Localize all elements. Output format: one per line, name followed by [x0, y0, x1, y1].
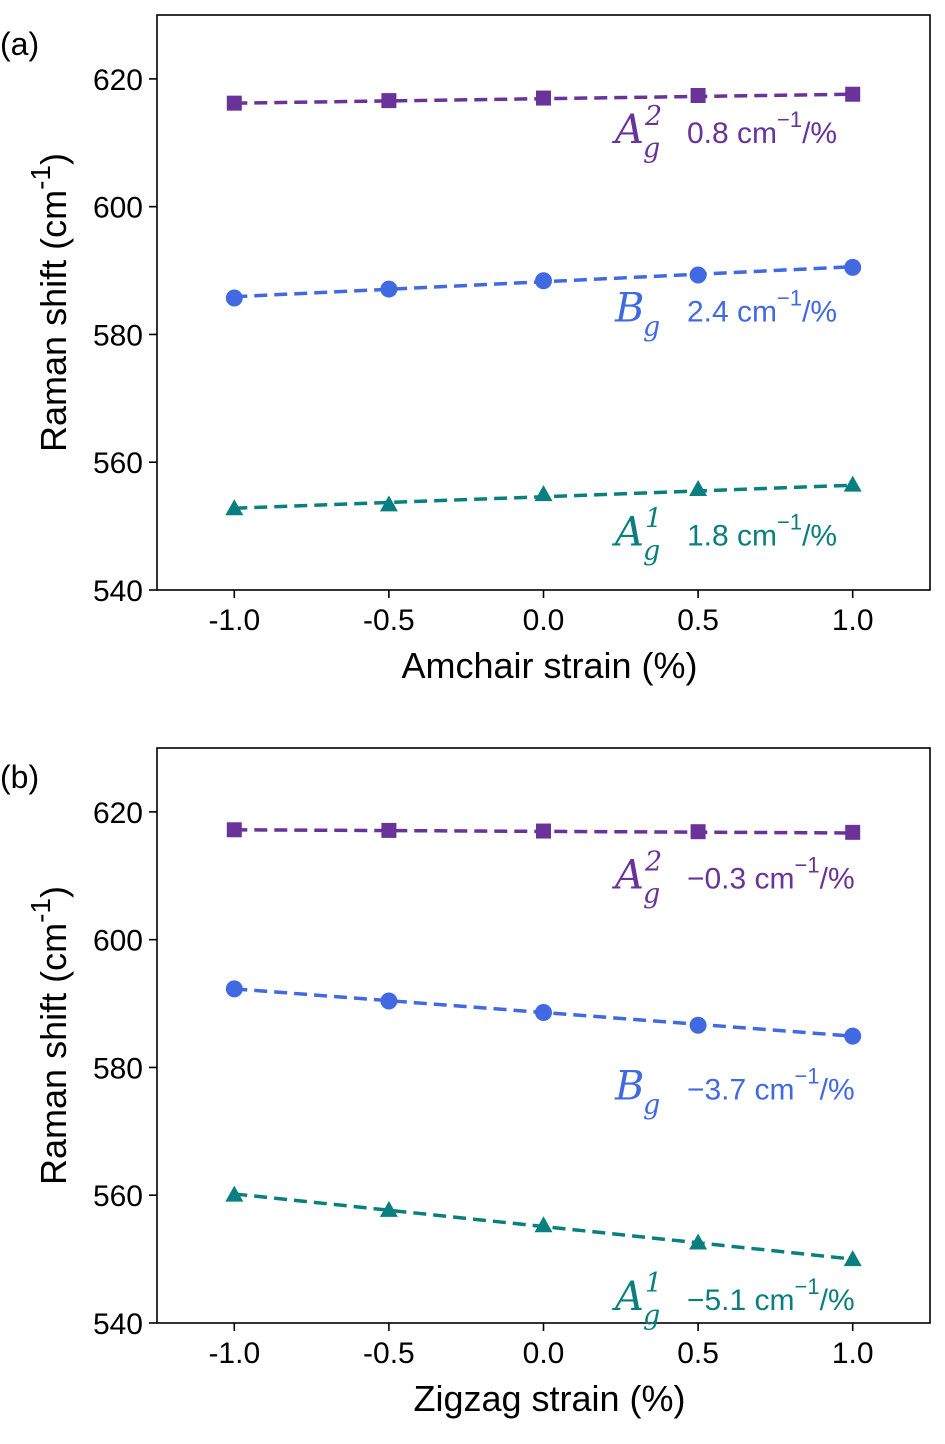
y-axis-label-close: ): [33, 153, 74, 165]
y-axis-label-exponent: -1: [25, 898, 56, 923]
data-point: [690, 824, 706, 840]
y-axis-label-text: Raman shift (cm: [33, 190, 74, 452]
x-axis-label: Zigzag strain (%): [413, 1378, 685, 1419]
panel-a: (a) -1.0 -0.5 0.0 0.5 1.0 540 560 580 600 620 Amcha…: [0, 14, 931, 686]
data-point: [689, 1016, 707, 1034]
y-tick-label: 560: [93, 447, 143, 480]
y-tick-label: 540: [93, 1308, 143, 1341]
y-tick-label: 620: [93, 797, 143, 830]
rate-label: 0.8 cm−1/%: [687, 107, 837, 150]
data-point: [843, 475, 862, 492]
data-point: [380, 992, 398, 1010]
data-point: [536, 823, 551, 839]
data-point: [845, 824, 861, 840]
y-axis-label-close: ): [33, 886, 74, 898]
data-point: [226, 95, 242, 111]
x-tick-label: -0.5: [363, 1337, 415, 1370]
y-tick-label: 620: [93, 64, 143, 97]
y-tick-label: 560: [93, 1180, 143, 1213]
rate-label: 1.8 cm−1/%: [687, 509, 837, 552]
x-tick-label: 0.5: [677, 1337, 719, 1370]
x-tick-label: 0.0: [523, 604, 565, 637]
data-point: [845, 86, 861, 102]
series-Bg: Bg 2.4 cm−1/%: [225, 258, 862, 343]
data-point: [534, 485, 553, 502]
mode-subscript: g: [643, 1300, 660, 1331]
annotation-Bg: Bg 2.4 cm−1/%: [614, 286, 837, 343]
data-point: [844, 258, 862, 276]
data-point: [535, 1004, 552, 1021]
data-point: [225, 980, 243, 998]
x-tick-label: 1.0: [832, 604, 874, 637]
mode-superscript: 1: [645, 503, 662, 534]
mode-superscript: 2: [644, 101, 662, 132]
panel-b: (b) -1.0 -0.5 0.0 0.5 1.0 540 560 580 600 620 Zigza…: [0, 747, 931, 1419]
mode-subscript: g: [643, 312, 660, 343]
data-point: [689, 480, 708, 497]
rate-label: −0.3 cm−1/%: [687, 853, 855, 896]
x-tick-label: -1.0: [208, 604, 260, 637]
annotation-Bg: Bg −3.7 cm−1/%: [614, 1063, 855, 1120]
series-Bg: Bg −3.7 cm−1/%: [225, 980, 862, 1120]
mode-symbol: A: [611, 107, 644, 153]
mode-symbol: A: [611, 509, 644, 555]
data-point: [690, 88, 706, 103]
x-tick-label: 0.5: [677, 604, 719, 637]
data-point: [379, 495, 398, 512]
x-tick-label: -0.5: [363, 604, 415, 637]
data-point: [226, 822, 242, 838]
data-point: [689, 1233, 708, 1250]
mode-subscript: g: [643, 535, 660, 566]
data-point: [225, 1185, 244, 1202]
data-point: [689, 266, 707, 284]
x-tick-label: -1.0: [208, 1337, 260, 1370]
y-tick-label: 580: [93, 319, 143, 352]
data-point: [534, 1216, 553, 1233]
data-point: [225, 289, 243, 307]
y-axis-label-exponent: -1: [25, 165, 56, 190]
data-point: [536, 90, 551, 106]
mode-superscript: 2: [644, 847, 662, 878]
mode-superscript: 1: [645, 1268, 662, 1299]
data-point: [380, 280, 398, 298]
mode-symbol: A: [611, 853, 644, 899]
data-point: [844, 1027, 862, 1045]
data-point: [843, 1250, 862, 1267]
data-point: [225, 499, 244, 516]
data-point: [381, 93, 397, 109]
y-tick-label: 580: [93, 1052, 143, 1085]
panel-label: (a): [0, 26, 39, 62]
y-axis-label: Raman shift (cm-1): [25, 153, 74, 452]
y-tick-label: 540: [93, 575, 143, 608]
mode-symbol: B: [614, 1063, 644, 1109]
y-tick-label: 600: [93, 192, 143, 225]
mode-symbol: B: [614, 286, 644, 332]
mode-subscript: g: [643, 1089, 660, 1120]
data-point: [379, 1200, 398, 1217]
mode-subscript: g: [643, 133, 660, 164]
panel-label: (b): [0, 759, 39, 795]
data-point: [535, 272, 552, 290]
x-axis-label: Amchair strain (%): [401, 645, 697, 686]
y-axis-label: Raman shift (cm-1): [25, 886, 74, 1185]
y-tick-label: 600: [93, 925, 143, 958]
rate-label: 2.4 cm−1/%: [687, 286, 837, 329]
mode-symbol: A: [611, 1274, 644, 1320]
x-tick-label: 1.0: [832, 1337, 874, 1370]
y-axis-label-text: Raman shift (cm: [33, 923, 74, 1185]
x-tick-label: 0.0: [523, 1337, 565, 1370]
rate-label: −5.1 cm−1/%: [687, 1274, 855, 1317]
mode-subscript: g: [643, 879, 660, 910]
rate-label: −3.7 cm−1/%: [687, 1063, 855, 1106]
data-point: [381, 822, 397, 838]
